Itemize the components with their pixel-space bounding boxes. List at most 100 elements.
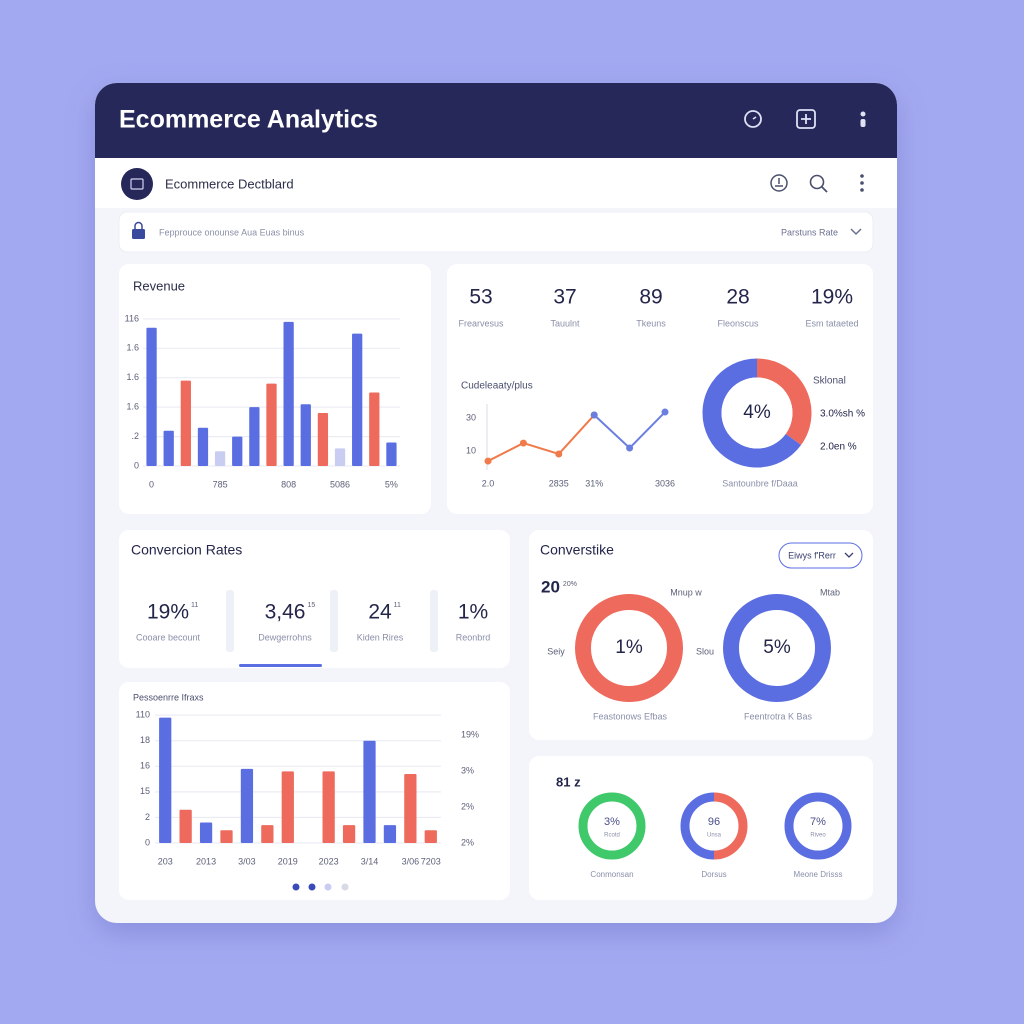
kpi-value: 37 bbox=[553, 286, 576, 309]
kpi-label: Tkeuns bbox=[636, 318, 666, 328]
mini-ring-part bbox=[680, 792, 715, 860]
y-tick-label: 16 bbox=[140, 761, 150, 771]
y-tick-label: 15 bbox=[140, 786, 150, 796]
donut-center-label: 4% bbox=[743, 402, 771, 423]
x-tick-label: 0 bbox=[149, 479, 154, 489]
figure-value: 20 bbox=[541, 577, 560, 596]
sort-label[interactable]: Parstuns Rate bbox=[781, 227, 838, 237]
filter-bar[interactable] bbox=[118, 211, 874, 253]
mini-ring-sub: Riveo bbox=[810, 833, 826, 839]
sort-chevron[interactable] bbox=[850, 228, 862, 236]
point bbox=[590, 411, 598, 419]
bar bbox=[220, 830, 233, 843]
dropdown-label[interactable]: Eiwys f'Rerr bbox=[788, 550, 836, 560]
point bbox=[661, 408, 669, 416]
bar bbox=[214, 451, 226, 466]
header-icon-clock[interactable] bbox=[744, 110, 762, 128]
x-tick-label: 785 bbox=[213, 479, 228, 489]
bar bbox=[266, 383, 277, 466]
ring-top-label: Mtab bbox=[820, 587, 840, 597]
donut-segment bbox=[756, 358, 812, 446]
y-tick-label: 18 bbox=[140, 735, 150, 745]
bar bbox=[300, 404, 311, 466]
ring-caption: Feastonows Efbas bbox=[593, 711, 668, 721]
x-tick-label: 7203 bbox=[421, 856, 441, 866]
active-tab-indicator bbox=[239, 664, 322, 667]
ring-value: 5% bbox=[763, 637, 791, 658]
bar bbox=[342, 825, 356, 843]
ring-caption: Feentrotra K Bas bbox=[744, 711, 813, 721]
bar bbox=[352, 333, 363, 466]
dropdown-chevron[interactable] bbox=[844, 552, 854, 558]
header-icon-add[interactable] bbox=[796, 109, 816, 129]
y2-tick-label: 3% bbox=[461, 765, 474, 775]
bar bbox=[363, 740, 376, 843]
separator bbox=[226, 590, 234, 652]
y-tick-label: .2 bbox=[131, 431, 139, 441]
x-tick-label: 2013 bbox=[196, 856, 216, 866]
dropdown[interactable] bbox=[778, 542, 863, 569]
kpi-label: Esm tataeted bbox=[805, 318, 858, 328]
header-bar bbox=[95, 83, 897, 158]
metric-sup: 11 bbox=[191, 602, 198, 609]
x-tick-label: 203 bbox=[158, 856, 173, 866]
mini-ring-value: 96 bbox=[708, 816, 720, 828]
donut-segment bbox=[702, 358, 802, 468]
card-title: 81 z bbox=[556, 774, 581, 789]
x-tick-label: 2023 bbox=[319, 856, 339, 866]
x-tick-label: 3/03 bbox=[238, 856, 256, 866]
x-tick-label: 2019 bbox=[278, 856, 298, 866]
point bbox=[519, 439, 527, 447]
metric-sup: 11 bbox=[394, 602, 401, 609]
point bbox=[555, 450, 563, 458]
avatar[interactable] bbox=[121, 168, 153, 200]
mini-ring-caption: Meone Drisss bbox=[794, 870, 843, 879]
y-tick-label: 116 bbox=[125, 313, 139, 323]
card-title: Converstike bbox=[540, 542, 614, 558]
pagination[interactable] bbox=[292, 883, 349, 891]
x-tick-label: 808 bbox=[281, 479, 296, 489]
y2-tick-label: 2% bbox=[461, 837, 474, 847]
kpi-label: Tauulnt bbox=[550, 318, 580, 328]
bar bbox=[146, 327, 157, 466]
toolbar-icon-more[interactable] bbox=[860, 174, 864, 192]
metric-value: 3,46 bbox=[265, 601, 306, 624]
metric-value: 24 bbox=[368, 601, 392, 624]
x-tick-label: 2835 bbox=[549, 478, 569, 488]
bar bbox=[322, 771, 335, 843]
bar bbox=[163, 430, 174, 466]
header-icon-menu[interactable] bbox=[860, 111, 866, 128]
card-title: Convercion Rates bbox=[131, 542, 242, 558]
legend-entry: 2.0en % bbox=[820, 442, 857, 453]
y-tick-label: 10 bbox=[466, 445, 476, 455]
card-traffic bbox=[119, 682, 510, 900]
bar bbox=[249, 407, 260, 466]
kpi-label: Frearvesus bbox=[458, 318, 504, 328]
card-title: Pessoenrre Ifraxs bbox=[133, 692, 204, 702]
x-tick-label: 31% bbox=[585, 478, 603, 488]
bar bbox=[179, 809, 192, 843]
toolbar-icon-search[interactable] bbox=[809, 174, 828, 193]
bar bbox=[369, 392, 380, 466]
card-title: Revenue bbox=[133, 278, 185, 293]
x-tick-label: 3036 bbox=[655, 478, 675, 488]
metric-label: Reonbrd bbox=[456, 632, 491, 642]
app-title: Ecommerce Analytics bbox=[119, 106, 378, 134]
bar bbox=[424, 830, 437, 843]
mini-ring-caption: Conmonsan bbox=[590, 870, 633, 879]
bar bbox=[232, 436, 243, 466]
x-tick-label: 2.0 bbox=[482, 478, 495, 488]
separator bbox=[330, 590, 338, 652]
point bbox=[626, 444, 634, 452]
toolbar-icon-export[interactable] bbox=[770, 174, 788, 192]
point bbox=[484, 457, 492, 465]
bar bbox=[383, 825, 397, 843]
mini-ring-part bbox=[713, 792, 748, 860]
bar bbox=[159, 717, 172, 843]
ring-side-label: Seiy bbox=[547, 646, 565, 656]
filter-label: Fepprouce onounse Aua Euas binus bbox=[159, 227, 305, 237]
window-chrome bbox=[95, 83, 897, 208]
avatar-glyph bbox=[130, 178, 144, 190]
y-tick-label: 0 bbox=[134, 460, 139, 470]
